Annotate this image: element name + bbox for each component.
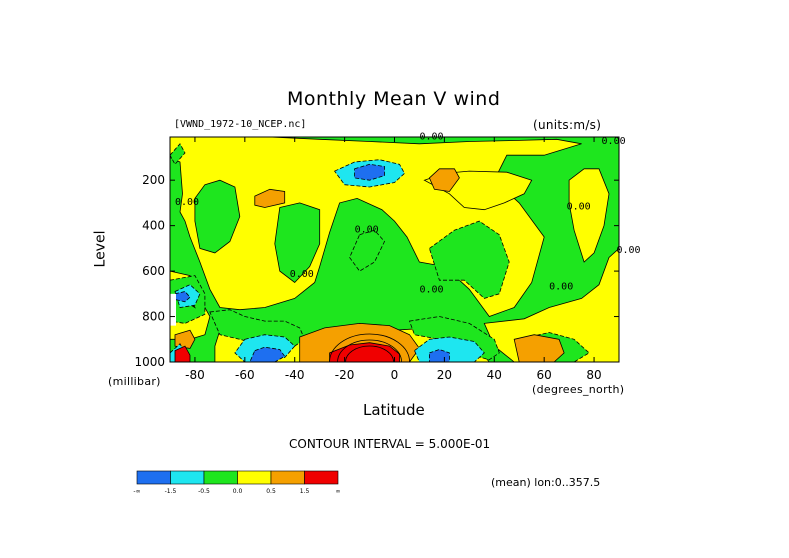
region-green	[170, 143, 186, 165]
colorbar-swatch	[270, 470, 305, 485]
units-label: (units:m/s)	[533, 118, 602, 132]
colorbar-swatch	[170, 470, 205, 485]
colorbar-label: -1.5	[165, 488, 177, 495]
region-dark_blue	[174, 291, 191, 303]
contour-label: 0.00	[617, 245, 641, 256]
colorbar-label: 1.5	[300, 488, 310, 495]
colorbar-label: 0.0	[233, 488, 243, 495]
region-green	[194, 179, 241, 254]
region-red	[329, 342, 400, 362]
y-tick-label: 1000	[134, 355, 165, 369]
region-green	[349, 229, 385, 272]
y-tick-label: 800	[142, 310, 165, 324]
colorbar-label: -∞	[133, 488, 140, 495]
region-orange	[428, 168, 460, 192]
x-tick-label: 0	[391, 368, 399, 382]
colorbar: -∞ -1.5 -0.5 0.0 0.5 1.5 ∞	[133, 470, 341, 495]
x-tick-label: -80	[185, 368, 205, 382]
region-dark_blue	[354, 163, 385, 181]
region-orange	[513, 334, 565, 362]
contour-interval-note: CONTOUR INTERVAL = 5.000E-01	[289, 437, 491, 451]
axis-layer: -80 -60 -40 -20 0 20 40 60 80 200 400 600 800 1000	[134, 136, 620, 382]
contour-label: 0.00	[175, 197, 199, 208]
contour-line	[345, 345, 394, 362]
x-tick-label: -20	[335, 368, 355, 382]
contour-label: 0.00	[355, 224, 379, 235]
contour-label: 0.00	[567, 202, 591, 213]
colorbar-label: 0.5	[266, 488, 276, 495]
region-dark_blue	[249, 346, 286, 362]
contour-line	[337, 339, 402, 362]
region-green	[274, 202, 321, 284]
region-yellow	[483, 247, 619, 362]
contour-label: 0.00	[602, 136, 626, 147]
x-tick-label: 20	[437, 368, 452, 382]
colorbar-swatch	[237, 470, 272, 485]
x-tick-label: 60	[537, 368, 552, 382]
missing-data-patch	[170, 293, 176, 326]
y-axis-unit: (millibar)	[108, 375, 161, 388]
y-tick-label: 400	[142, 219, 165, 233]
x-tick-label: -60	[235, 368, 255, 382]
x-axis-label: Latitude	[363, 401, 425, 419]
x-axis-unit: (degrees_north)	[532, 383, 625, 396]
region-red	[174, 345, 191, 362]
chart-title: Monthly Mean V wind	[287, 88, 501, 110]
y-tick-label: 200	[142, 173, 165, 187]
region-green	[428, 220, 510, 299]
contour-fill-layer	[170, 137, 619, 362]
region-yellow	[568, 168, 610, 263]
x-tick-label: -40	[285, 368, 305, 382]
contour-label: 0.00	[549, 281, 573, 292]
region-orange	[254, 188, 286, 208]
x-tick-label: 40	[487, 368, 502, 382]
colorbar-swatch	[304, 470, 339, 485]
file-label: [VWND_1972-10_NCEP.nc]	[174, 119, 307, 130]
y-tick-label: 600	[142, 264, 165, 278]
contour-line-layer	[329, 333, 410, 362]
colorbar-swatch	[136, 470, 171, 485]
colorbar-label: ∞	[336, 488, 341, 495]
contour-label: 0.00	[419, 285, 443, 296]
colorbar-swatch	[203, 470, 238, 485]
mean-longitude-note: (mean) lon:0..357.5	[491, 476, 601, 489]
x-tick-label: 80	[586, 368, 601, 382]
colorbar-label: -0.5	[198, 488, 210, 495]
contour-label: 0.00	[290, 269, 314, 280]
contour-line	[329, 333, 410, 362]
